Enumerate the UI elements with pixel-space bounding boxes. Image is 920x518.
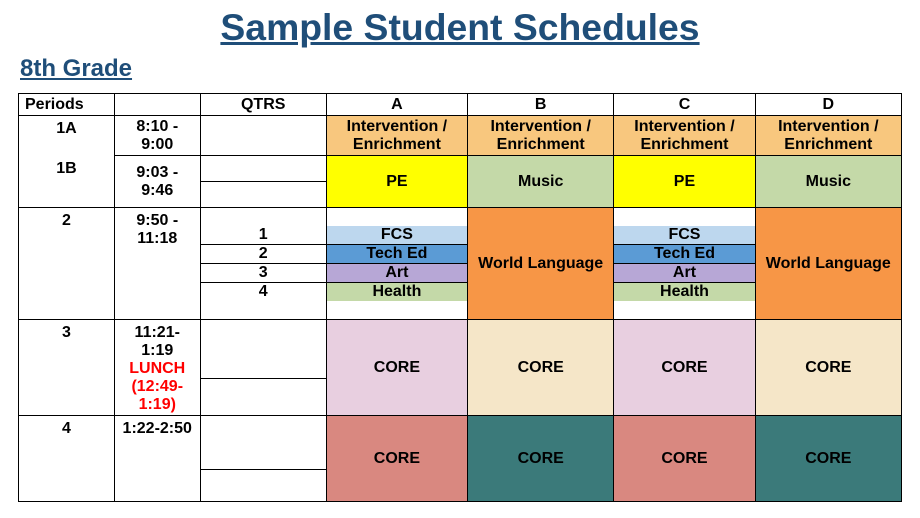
cell-2-C-art: Art [614, 263, 754, 282]
qtrs-1b [200, 156, 326, 208]
cell-4-C: CORE [614, 416, 755, 502]
cell-1b-A: PE [326, 156, 467, 208]
cell-2-C-teched: Tech Ed [614, 244, 754, 263]
cell-4-A: CORE [326, 416, 467, 502]
period-2-label: 2 [19, 208, 115, 320]
col-a: A [326, 94, 467, 116]
cell-3-B: CORE [468, 320, 614, 416]
row-4: 4 1:22-2:50 CORE CORE CORE CORE [19, 416, 902, 502]
cell-2-B: World Language [468, 208, 614, 320]
time-3-line2: 1:19 [115, 342, 200, 360]
col-c: C [614, 94, 755, 116]
cell-3-D: CORE [755, 320, 901, 416]
col-d: D [755, 94, 901, 116]
period-4-label: 4 [19, 416, 115, 502]
grade-subtitle: 8th Grade [20, 55, 902, 83]
time-2: 9:50 - 11:18 [114, 208, 200, 320]
qtr-3: 3 [201, 263, 326, 282]
period-1b-label: 1B [19, 160, 114, 178]
qtrs-2: 1 2 3 4 [200, 208, 326, 320]
cell-1a-C: Intervention / Enrichment [614, 116, 755, 156]
cell-2-C-fcs: FCS [614, 226, 754, 244]
period-3-label: 3 [19, 320, 115, 416]
col-periods: Periods [19, 94, 115, 116]
time-3-line1: 11:21- [115, 324, 200, 342]
lunch-line2: (12:49- [115, 378, 200, 396]
period-1a-label: 1A [19, 120, 114, 138]
cell-1b-B: Music [468, 156, 614, 208]
qtrs-1a [200, 116, 326, 156]
cell-2-A-teched: Tech Ed [327, 244, 467, 263]
row-1b: 9:03 - 9:46 PE Music PE Music [19, 156, 902, 208]
time-1b: 9:03 - 9:46 [114, 156, 200, 208]
cell-3-A: CORE [326, 320, 467, 416]
header-row: Periods QTRS A B C D [19, 94, 902, 116]
col-qtrs: QTRS [200, 94, 326, 116]
cell-1a-B: Intervention / Enrichment [468, 116, 614, 156]
period-1-label: 1A 1B [19, 116, 115, 208]
lunch-line1: LUNCH [115, 360, 200, 378]
cell-4-B: CORE [468, 416, 614, 502]
qtrs-4 [200, 416, 326, 502]
cell-2-C: FCS Tech Ed Art Health [614, 208, 755, 320]
time-3: 11:21- 1:19 LUNCH (12:49- 1:19) [114, 320, 200, 416]
cell-2-A: FCS Tech Ed Art Health [326, 208, 467, 320]
qtr-2: 2 [201, 244, 326, 263]
qtrs-3 [200, 320, 326, 416]
row-3: 3 11:21- 1:19 LUNCH (12:49- 1:19) CORE C… [19, 320, 902, 416]
row-2: 2 9:50 - 11:18 1 2 3 4 FCS Tech Ed Art H… [19, 208, 902, 320]
cell-2-A-art: Art [327, 263, 467, 282]
qtr-1: 1 [201, 226, 326, 244]
cell-2-A-fcs: FCS [327, 226, 467, 244]
qtr-4: 4 [201, 282, 326, 301]
lunch-line3: 1:19) [115, 396, 200, 414]
row-1a: 1A 1B 8:10 - 9:00 Intervention / Enrichm… [19, 116, 902, 156]
cell-4-D: CORE [755, 416, 901, 502]
col-b: B [468, 94, 614, 116]
col-blank [114, 94, 200, 116]
time-1a: 8:10 - 9:00 [114, 116, 200, 156]
cell-1b-D: Music [755, 156, 901, 208]
time-4: 1:22-2:50 [114, 416, 200, 502]
page-title: Sample Student Schedules [18, 6, 902, 49]
cell-3-C: CORE [614, 320, 755, 416]
cell-2-A-health: Health [327, 282, 467, 301]
cell-1b-C: PE [614, 156, 755, 208]
schedule-table: Periods QTRS A B C D 1A 1B 8:10 - 9:00 I… [18, 93, 902, 502]
cell-1a-A: Intervention / Enrichment [326, 116, 467, 156]
cell-2-C-health: Health [614, 282, 754, 301]
cell-2-D: World Language [755, 208, 901, 320]
cell-1a-D: Intervention / Enrichment [755, 116, 901, 156]
